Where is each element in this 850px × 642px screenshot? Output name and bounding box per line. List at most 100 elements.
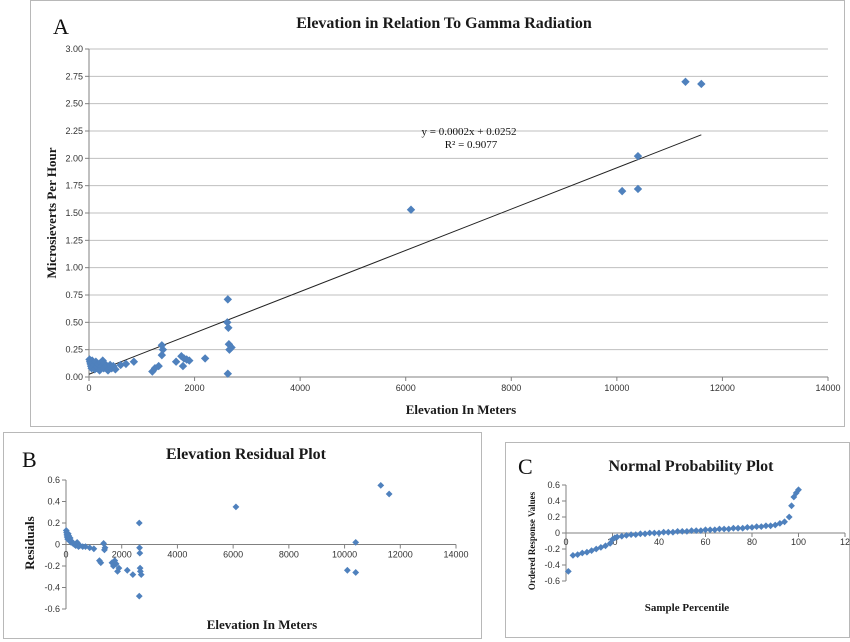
chart-c-data-point [781, 518, 788, 526]
chart-b-data-point [66, 534, 74, 542]
chart-a-title: Elevation in Relation To Gamma Radiation [296, 15, 592, 32]
chart-c-data-point [637, 530, 644, 538]
chart-c-data-point [688, 527, 695, 534]
chart-a-x-tick-label: 4000 [290, 383, 310, 393]
chart-b-y-tick-label: -0.2 [44, 561, 60, 571]
chart-a-data-point [157, 350, 167, 360]
chart-b-data-point [97, 559, 105, 567]
chart-a-y-tick-label: 0.75 [65, 290, 83, 300]
chart-a-data-point [223, 295, 233, 304]
chart-c-data-point [739, 524, 747, 532]
chart-b-x-tick-label: 14000 [443, 550, 468, 560]
chart-b-data-point [123, 566, 131, 574]
chart-b-data-point [377, 481, 385, 489]
chart-a-equation: y = 0.0002x + 0.0252 [422, 126, 517, 138]
chart-b-y-tick-label: -0.6 [44, 604, 60, 614]
chart-c-data-point [697, 527, 705, 534]
chart-a-x-axis-label: Elevation In Meters [406, 402, 516, 417]
chart-a-y-tick-label: 2.00 [65, 153, 83, 163]
chart-c-data-point [597, 544, 605, 551]
chart-c-x-tick-label: 40 [654, 537, 664, 547]
chart-b-data-point [137, 571, 145, 578]
chart-c-x-tick-label: 60 [700, 537, 710, 547]
chart-a-data-point [157, 341, 167, 350]
chart-a-y-tick-label: 1.25 [65, 235, 83, 245]
chart-a-y-tick-label: 2.75 [65, 71, 83, 81]
chart-c-y-tick-label: -0.2 [544, 544, 560, 554]
chart-a-trendline [88, 134, 702, 375]
chart-c-data-point [664, 528, 672, 536]
chart-a-x-tick-label: 14000 [815, 383, 840, 393]
chart-b-y-tick-label: 0.2 [47, 518, 60, 528]
chart-a-x-tick-label: 12000 [710, 383, 735, 393]
chart-c-data-point [725, 525, 733, 533]
chart-a-data-point [406, 205, 416, 214]
chart-c-data-point [646, 529, 654, 537]
chart-c-data-point [655, 529, 663, 537]
chart-a-data-point [224, 323, 233, 332]
chart-b-svg: -0.6-0.4-0.200.20.40.60 2000 4000 6000 8000 1… [22, 446, 469, 632]
chart-c-data-point [627, 531, 635, 538]
chart-c-data-point [743, 524, 751, 531]
chart-panel-c: -0.6-0.4-0.200.20.40.602040608010012 C N… [505, 442, 850, 638]
chart-c-data-point [757, 523, 765, 530]
chart-b-data-point [135, 592, 143, 600]
chart-b-y-tick-label: 0.6 [47, 475, 60, 485]
chart-b-data-point [101, 544, 109, 552]
chart-a-r-squared: R² = 0.9077 [445, 139, 498, 151]
chart-c-y-tick-label: 0.2 [547, 512, 560, 522]
chart-a-data-point [154, 361, 163, 371]
chart-c-y-tick-label: 0.6 [547, 480, 560, 490]
chart-b-data-point [114, 567, 121, 575]
chart-a-x-tick-label: 2000 [185, 383, 205, 393]
chart-c-data-point [788, 502, 795, 510]
chart-b-x-tick-label: 12000 [388, 550, 413, 560]
chart-c-svg: -0.6-0.4-0.200.20.40.602040608010012 C N… [518, 454, 850, 614]
chart-a-data-point [171, 357, 181, 366]
chart-a-x-tick-label: 8000 [501, 383, 521, 393]
chart-b-x-axis-label: Elevation In Meters [207, 617, 317, 632]
chart-c-data-point [785, 513, 793, 521]
chart-c-data-point [650, 529, 658, 537]
chart-b-data-point [136, 544, 143, 552]
chart-a-y-tick-label: 1.75 [65, 181, 83, 191]
chart-a-data-point [681, 77, 690, 86]
chart-c-data-point [692, 527, 700, 534]
panel-letter-c: C [518, 454, 533, 479]
chart-a-data-point [177, 352, 186, 361]
chart-a-data-point [121, 359, 131, 369]
chart-b-x-tick-label: 4000 [167, 550, 187, 560]
chart-c-data-point [660, 528, 668, 536]
chart-c-data-point [716, 525, 723, 533]
chart-c-data-point [669, 528, 677, 536]
chart-c-data-point [613, 533, 621, 541]
chart-b-x-tick-label: 10000 [332, 550, 357, 560]
chart-b-y-tick-label: 0 [55, 540, 60, 550]
chart-b-data-point [343, 566, 351, 574]
chart-a-data-point [633, 184, 643, 194]
chart-b-title: Elevation Residual Plot [166, 446, 327, 463]
chart-c-data-point [674, 528, 681, 535]
chart-c-y-tick-label: 0.4 [547, 496, 560, 506]
chart-c-x-tick-label: 12 [840, 537, 850, 547]
chart-c-data-point [609, 536, 616, 543]
chart-c-data-point [762, 522, 770, 530]
chart-b-y-tick-label: -0.4 [44, 583, 60, 593]
chart-c-data-point [569, 552, 577, 559]
chart-b-data-point [385, 490, 393, 498]
chart-c-data-point [623, 532, 630, 539]
chart-b-x-tick-label: 8000 [279, 550, 299, 560]
chart-b-data-point [129, 571, 137, 578]
chart-a-y-tick-label: 2.25 [65, 126, 83, 136]
chart-c-y-tick-label: -0.4 [544, 560, 560, 570]
chart-c-data-point [753, 523, 761, 530]
chart-a-y-tick-label: 0.50 [65, 317, 83, 327]
chart-c-title: Normal Probability Plot [608, 458, 774, 475]
chart-c-data-point [748, 524, 756, 531]
chart-a-y-tick-label: 3.00 [65, 44, 83, 54]
chart-a-y-tick-label: 2.50 [65, 99, 83, 109]
chart-a-data-point [633, 151, 643, 161]
chart-c-data-point [720, 525, 728, 533]
chart-b-data-point [136, 549, 144, 557]
chart-a-data-point [129, 357, 139, 366]
